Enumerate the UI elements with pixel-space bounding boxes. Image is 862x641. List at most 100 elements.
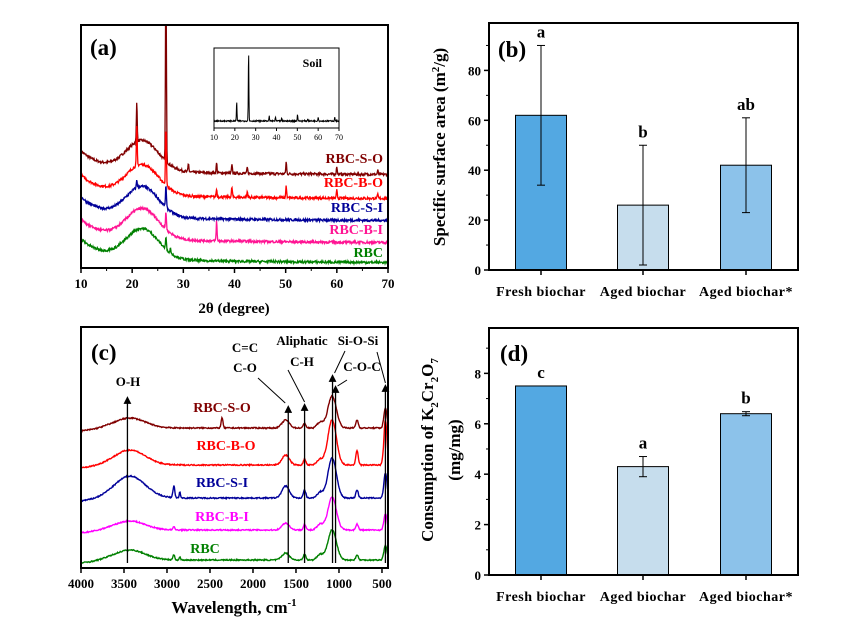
significance-letter: c: [537, 363, 545, 382]
x-category-label: Aged biochar: [600, 590, 687, 605]
xrd-series-rbc-b-i: [81, 205, 388, 246]
y-label-sub: 7: [429, 358, 441, 364]
x-label-part: Wavelength, cm: [171, 598, 287, 617]
legend-label-rbc-s-o: RBC-S-O: [193, 401, 251, 416]
inset-label: Soil: [303, 56, 323, 70]
legend-label-rbc-s-o: RBC-S-O: [325, 152, 383, 167]
inset-x-tick-label: 20: [231, 133, 239, 142]
annotation-label: Aliphatic: [276, 333, 328, 348]
bar-d-3: [720, 413, 772, 576]
legend-label-rbc-b-i: RBC-B-I: [329, 223, 383, 238]
annotation-leader: [287, 369, 306, 403]
ftir-series-rbc-s-o: [80, 394, 389, 433]
legend-label-rbc-b-o: RBC-B-O: [196, 439, 255, 454]
x-category-label: Aged biochar*: [699, 285, 793, 300]
inset-soil: Soil 10 20 30 40 50 60 70: [210, 47, 343, 142]
y-label-part: /g): [430, 48, 449, 68]
x-category-label: Aged biochar*: [699, 590, 793, 605]
y-axis-label-d-unit: (mg/mg): [445, 419, 464, 480]
y-label-part: O: [418, 364, 437, 377]
annotation-leader: [337, 379, 348, 387]
legend-label-rbc-b-i: RBC-B-I: [195, 510, 249, 525]
x-tick-label: 10: [75, 276, 88, 291]
annotation-label: C-O: [233, 360, 257, 375]
panel-d-k2cr2o7: (d) Consumption of K2Cr2O7 (mg/mg) cFres…: [418, 327, 799, 605]
x-axis-label-a: 2θ (degree): [198, 301, 269, 317]
legend-label-rbc-b-o: RBC-B-O: [324, 176, 383, 191]
ftir-series-rbc: [80, 529, 389, 565]
x-category-label: Fresh biochar: [496, 285, 586, 300]
panel-label-c: (c): [91, 340, 117, 365]
y-tick-label: 6: [475, 417, 482, 432]
bar-d-1: [515, 385, 567, 576]
x-tick-label: 60: [330, 276, 343, 291]
xrd-series-rbc-s-o: [81, 25, 388, 178]
y-tick-label: 20: [468, 213, 481, 228]
significance-letter: b: [741, 389, 750, 408]
plot-frame-b: [488, 22, 799, 271]
annotation-label: C-H: [290, 354, 314, 369]
annotation-label: O-H: [116, 374, 141, 389]
x-tick-label: 3500: [111, 576, 137, 591]
annotation-leader: [376, 351, 386, 384]
bar-d-2: [617, 466, 669, 576]
y-tick-label: 40: [468, 163, 481, 178]
inset-x-tick-label: 70: [335, 133, 343, 142]
x-tick-label: 30: [177, 276, 190, 291]
inset-x-tick-label: 10: [210, 133, 218, 142]
inset-x-tick-label: 60: [314, 133, 322, 142]
annotation-label: C=C: [232, 340, 258, 355]
x-tick-label: 70: [382, 276, 395, 291]
ftir-series-rbc-b-i: [80, 496, 389, 534]
significance-letter: b: [638, 122, 647, 141]
significance-letter: a: [537, 22, 546, 41]
ftir-series-rbc-b-o: [80, 418, 389, 469]
inset-x-tick-label: 40: [273, 133, 281, 142]
annotation-label: Si-O-Si: [338, 333, 379, 348]
x-tick-label: 20: [126, 276, 139, 291]
y-tick-label: 80: [468, 63, 481, 78]
y-tick-label: 4: [475, 467, 482, 482]
significance-letter: ab: [737, 95, 755, 114]
y-label-sub: 2: [429, 402, 441, 408]
x-tick-label: 1000: [326, 576, 352, 591]
x-label-sup: -1: [287, 597, 296, 609]
y-label-part: Specific surface area (m: [430, 72, 449, 246]
significance-letter: a: [639, 434, 648, 453]
annotation-leader: [257, 377, 286, 404]
x-tick-label: 500: [372, 576, 392, 591]
y-tick-label: 2: [475, 518, 482, 533]
y-label-sub: 2: [429, 376, 441, 382]
legend-label-rbc-s-i: RBC-S-I: [331, 201, 383, 216]
inset-x-tick-label: 50: [293, 133, 301, 142]
panel-a-xrd: (a) 2θ (degree) Soil 10 20 30 40 50 60 70 RBC-…: [75, 24, 395, 317]
panel-label-b: (b): [498, 37, 526, 62]
inset-x-tick-label: 30: [252, 133, 260, 142]
annotation-leader: [334, 350, 346, 374]
y-label-sup: 2: [430, 66, 442, 72]
inset-soil-series: [213, 55, 340, 124]
y-tick-label: 8: [475, 366, 482, 381]
y-tick-label: 60: [468, 113, 481, 128]
y-tick-label: 0: [475, 263, 482, 278]
x-category-label: Aged biochar: [600, 285, 687, 300]
xrd-series-rbc-s-i: [81, 179, 388, 224]
panel-label-d: (d): [500, 341, 528, 366]
x-tick-label: 2500: [197, 576, 223, 591]
y-tick-label: 0: [475, 568, 482, 583]
ftir-series-rbc-s-i: [81, 456, 389, 503]
x-axis-label-c: Wavelength, cm-1: [171, 597, 296, 617]
panel-c-ftir: (c) Wavelength, cm-1 RBC-S-O RBC-B-O RBC-S…: [68, 326, 392, 617]
x-tick-label: 4000: [68, 576, 94, 591]
legend-label-rbc: RBC: [353, 246, 383, 261]
y-label-part: Cr: [418, 382, 437, 402]
plot-frame-d: [488, 327, 799, 576]
legend-label-rbc: RBC: [190, 542, 220, 557]
x-tick-label: 50: [279, 276, 292, 291]
x-tick-label: 1500: [283, 576, 309, 591]
x-tick-label: 3000: [154, 576, 180, 591]
xrd-series-rbc-b-o: [81, 125, 388, 202]
y-axis-label-b: Specific surface area (m2/g): [430, 48, 449, 246]
x-tick-label: 40: [228, 276, 241, 291]
